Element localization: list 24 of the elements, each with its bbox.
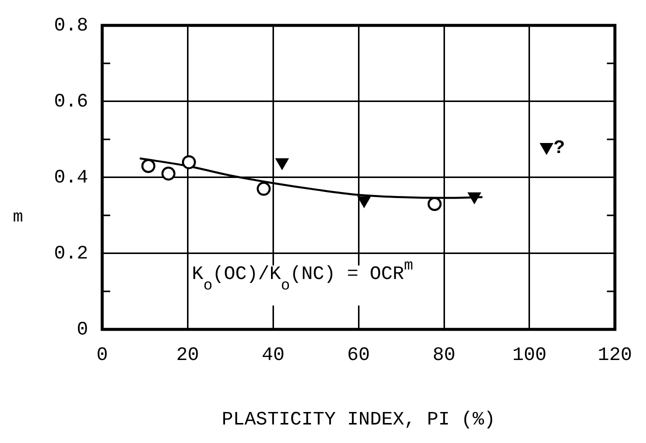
point bbox=[276, 158, 288, 170]
point bbox=[358, 196, 370, 208]
y-axis-title: m bbox=[12, 208, 24, 228]
point bbox=[468, 192, 481, 204]
x-tick-label: 0 bbox=[96, 344, 108, 366]
x-tick-label: 40 bbox=[262, 344, 285, 366]
y-tick-label: 0.4 bbox=[54, 166, 88, 188]
point bbox=[141, 159, 156, 173]
x-tick-label: 80 bbox=[432, 344, 456, 366]
point bbox=[161, 166, 176, 181]
y-tick-label: 0.8 bbox=[54, 14, 88, 36]
x-tick-label: 120 bbox=[598, 344, 632, 366]
point bbox=[256, 182, 271, 196]
x-tick-label: 100 bbox=[512, 344, 547, 366]
x-axis-title: PLASTICITY INDEX, PI (%) bbox=[222, 408, 496, 431]
annotation: ? bbox=[554, 137, 565, 159]
y-tick-label: 0.2 bbox=[54, 242, 88, 264]
point bbox=[540, 143, 553, 154]
point bbox=[428, 197, 442, 211]
y-tick-label: 0.6 bbox=[54, 90, 88, 112]
x-tick-label: 20 bbox=[176, 344, 200, 366]
y-tick-label: 0 bbox=[76, 318, 88, 340]
point bbox=[182, 155, 196, 170]
x-tick-label: 60 bbox=[347, 344, 370, 366]
